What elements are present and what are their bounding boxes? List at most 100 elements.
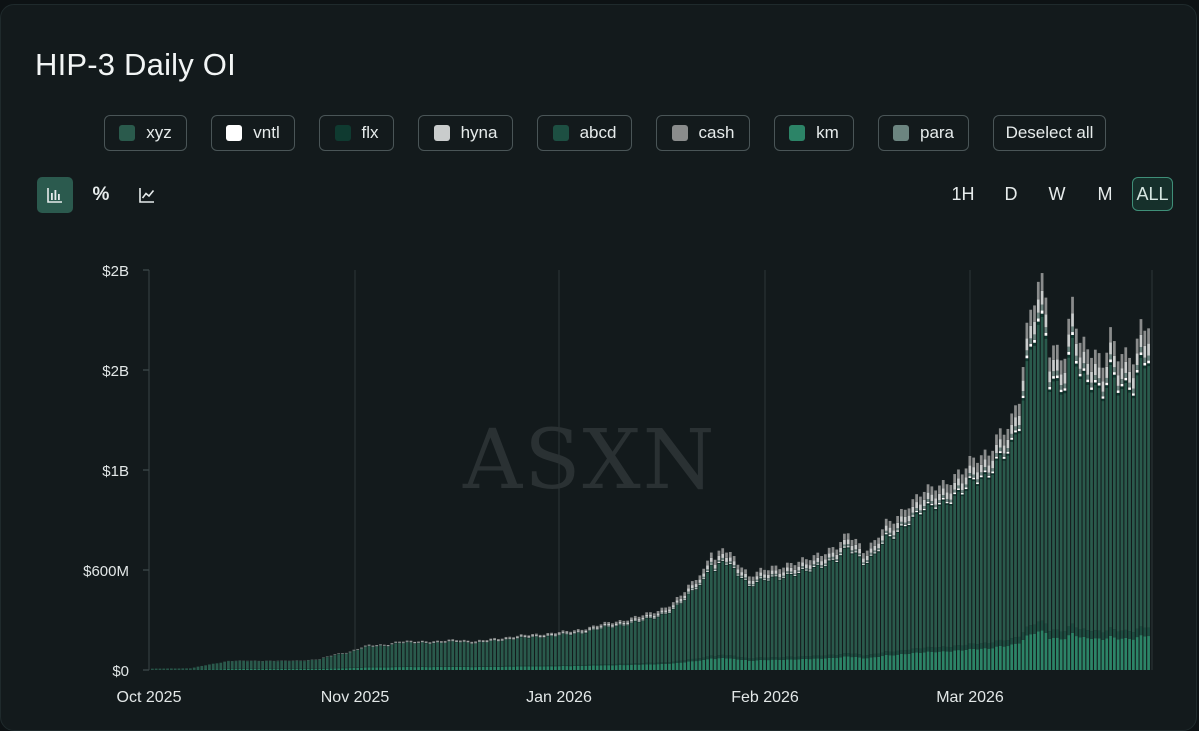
bar-segment-abcd — [690, 658, 694, 662]
legend-item-abcd[interactable]: abcd — [537, 115, 632, 151]
bar-segment-xyz — [721, 561, 725, 655]
bar-segment-abcd — [808, 656, 812, 660]
bar-segment-abcd — [1010, 638, 1014, 645]
bar-segment-para — [820, 565, 823, 567]
bar-segment-hyna — [953, 482, 957, 490]
bar-segment-hyna — [409, 641, 413, 642]
timeframe-m[interactable]: M — [1097, 183, 1113, 204]
bar-segment-hyna — [633, 618, 637, 620]
bar-segment-abcd — [778, 657, 782, 660]
bar-segment-cash — [592, 625, 595, 628]
bar-segment-km — [637, 664, 641, 670]
bar-segment-hyna — [497, 639, 500, 641]
bar-segment-km — [725, 658, 728, 670]
bar-segment-xyz — [1063, 393, 1067, 632]
deselect-all-button[interactable]: Deselect all — [993, 115, 1106, 151]
bar-segment-hyna — [934, 498, 938, 505]
bar-segment-abcd — [1014, 637, 1017, 644]
bar-segment-para — [675, 602, 679, 604]
legend-item-cash[interactable]: cash — [656, 115, 750, 151]
bar-segment-cash — [1014, 405, 1017, 418]
bar-segment-km — [310, 668, 314, 670]
bar-segment-cash — [652, 613, 656, 616]
bar-segment-vntl — [774, 575, 778, 577]
bar-segment-xyz — [523, 637, 527, 666]
bar-segment-km — [1063, 639, 1067, 670]
bar-segment-abcd — [390, 666, 394, 668]
legend-swatch — [671, 125, 688, 141]
bar-segment-hyna — [960, 483, 964, 490]
bar-segment-hyna — [1052, 359, 1055, 372]
bar-segment-para — [637, 620, 641, 622]
timeframe-all[interactable]: ALL — [1132, 177, 1173, 211]
legend-item-vntl[interactable]: vntl — [211, 115, 295, 151]
bar-segment-vntl — [1139, 352, 1143, 356]
bar-segment-km — [527, 666, 531, 670]
bar-segment-abcd — [862, 655, 865, 659]
legend-item-para[interactable]: para — [878, 115, 969, 151]
bar-segment-xyz — [322, 658, 325, 669]
bar-segment-km — [930, 651, 934, 670]
bar-segment-km — [763, 660, 766, 670]
bar-segment-hyna — [774, 570, 778, 574]
bar-segment-km — [622, 665, 626, 670]
bar-segment-km — [991, 648, 995, 670]
bar-segment-hyna — [455, 640, 458, 642]
legend-swatch — [552, 125, 569, 141]
bar-segment-abcd — [873, 653, 877, 658]
bar-segment-para — [1139, 347, 1143, 353]
bar-segment-abcd — [424, 666, 428, 668]
bar-segment-km — [516, 666, 519, 670]
bar-segment-cash — [766, 570, 770, 575]
bar-segment-para — [843, 544, 846, 547]
legend-item-km[interactable]: km — [774, 115, 854, 151]
bar-segment-xyz — [512, 639, 515, 666]
bar-segment-xyz — [519, 637, 523, 666]
legend-item-hyna[interactable]: hyna — [418, 115, 513, 151]
bar-segment-abcd — [747, 658, 751, 661]
bar-segment-cash — [382, 644, 386, 646]
bar-segment-para — [687, 591, 690, 593]
bar-segment-km — [1055, 637, 1059, 670]
bar-segment-vntl — [1097, 383, 1101, 386]
bar-segment-hyna — [1078, 357, 1082, 369]
legend-item-xyz[interactable]: xyz — [104, 115, 187, 151]
bar-segment-hyna — [1143, 345, 1147, 358]
bar-segment-flx — [1109, 362, 1112, 365]
bar-segment-cash — [881, 529, 884, 536]
bar-segment-xyz — [405, 642, 409, 667]
bar-segment-hyna — [436, 641, 439, 642]
timeframe-1h[interactable]: 1H — [951, 183, 975, 204]
timeframe-w[interactable]: W — [1048, 183, 1066, 204]
bar-segment-hyna — [1063, 372, 1067, 384]
bar-segment-cash — [622, 620, 626, 623]
percent-button[interactable]: % — [83, 177, 119, 213]
bar-segment-flx — [1017, 431, 1021, 434]
bar-segment-flx — [1143, 365, 1147, 369]
bar-segment-para — [953, 489, 957, 493]
bar-segment-xyz — [158, 668, 162, 670]
bar-segment-abcd — [679, 660, 683, 663]
bar-segment-km — [808, 659, 812, 670]
bar-segment-abcd — [409, 666, 413, 667]
bar-segment-xyz — [489, 641, 493, 667]
bar-segment-abcd — [603, 663, 607, 666]
bar-segment-xyz — [1143, 368, 1147, 628]
bar-segment-km — [439, 667, 443, 670]
timeframe-d[interactable]: D — [1004, 183, 1018, 204]
bar-segment-xyz — [1002, 460, 1006, 641]
bar-segment-cash — [481, 640, 485, 641]
bar-segment-km — [831, 657, 835, 670]
bar-segment-km — [497, 666, 500, 670]
bar-segment-flx — [744, 579, 747, 581]
legend-item-flx[interactable]: flx — [319, 115, 394, 151]
bar-segment-abcd — [858, 654, 861, 658]
bar-segment-xyz — [200, 665, 204, 670]
line-chart-button[interactable] — [129, 177, 165, 213]
bar-segment-vntl — [728, 563, 732, 565]
bar-segment-abcd — [481, 666, 485, 667]
bar-segment-cash — [497, 639, 500, 640]
bar-chart-button[interactable] — [37, 177, 73, 213]
bar-segment-hyna — [679, 598, 683, 602]
bar-segment-abcd — [485, 666, 489, 667]
